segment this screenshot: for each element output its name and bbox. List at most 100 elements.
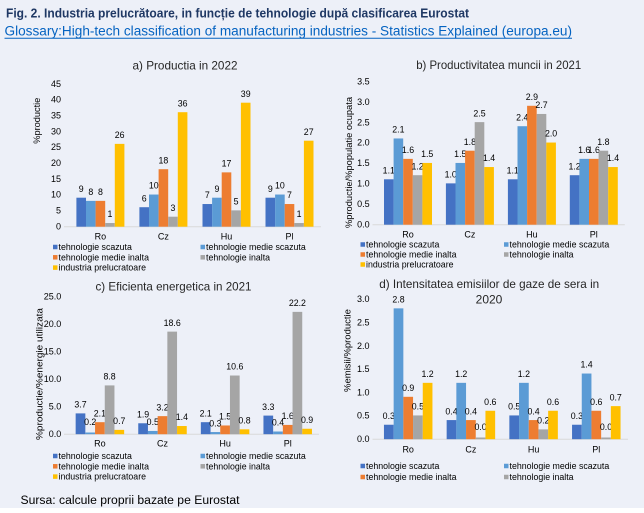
svg-text:tehnologie scazuta: tehnologie scazuta [59,242,132,252]
svg-text:2.8: 2.8 [392,295,404,305]
svg-text:15: 15 [51,174,61,184]
svg-text:3: 3 [171,203,176,213]
svg-text:8: 8 [88,187,93,197]
svg-text:Cz: Cz [465,445,476,455]
svg-text:18.6: 18.6 [164,318,181,328]
svg-text:0.3: 0.3 [571,411,583,421]
svg-text:1.2: 1.2 [455,369,467,379]
svg-text:2.7: 2.7 [535,100,547,110]
svg-text:2.5: 2.5 [357,117,370,127]
svg-text:1.4: 1.4 [176,412,188,422]
svg-text:1.2: 1.2 [518,369,530,379]
svg-text:3.0: 3.0 [357,294,370,304]
svg-text:1.0: 1.0 [445,170,457,180]
svg-text:Cz: Cz [464,230,475,240]
svg-text:0.4: 0.4 [527,406,539,416]
svg-text:1.5: 1.5 [357,364,370,374]
svg-text:tehnologie medie scazuta: tehnologie medie scazuta [510,461,610,471]
svg-text:%productie/%populatie ocupata: %productie/%populatie ocupata [344,96,355,228]
svg-text:Hu: Hu [528,445,540,455]
svg-text:%emisii/%productie: %emisii/%productie [343,309,354,392]
svg-text:2.1: 2.1 [200,408,212,418]
svg-text:tehnologie medie inalta: tehnologie medie inalta [59,461,150,471]
svg-text:0.8: 0.8 [238,416,250,426]
svg-text:1.1: 1.1 [507,166,519,176]
svg-text:1.0: 1.0 [357,387,370,397]
svg-text:1.4: 1.4 [607,153,619,163]
svg-text:Hu: Hu [221,232,233,242]
svg-text:Pl: Pl [592,445,600,455]
svg-text:9: 9 [214,184,219,194]
svg-text:0.5: 0.5 [412,402,424,412]
svg-text:2.1: 2.1 [94,408,106,418]
svg-text:0.3: 0.3 [383,411,395,421]
svg-text:1.2: 1.2 [411,161,423,171]
svg-text:0.6: 0.6 [484,397,496,407]
svg-text:20.0: 20.0 [44,319,62,329]
svg-text:22.2: 22.2 [289,298,306,308]
svg-text:0.0: 0.0 [357,219,370,229]
svg-text:1.4: 1.4 [580,360,592,370]
svg-text:industria prelucratoare: industria prelucratoare [59,263,147,273]
svg-text:30: 30 [51,126,61,136]
svg-text:0.9: 0.9 [402,383,414,393]
svg-text:2.5: 2.5 [357,318,370,328]
svg-text:2020: 2020 [476,293,503,307]
svg-text:1.8: 1.8 [597,137,609,147]
svg-text:2.0: 2.0 [357,341,370,351]
svg-text:45: 45 [51,79,61,89]
svg-text:5.0: 5.0 [49,402,62,412]
svg-text:7: 7 [205,190,210,200]
svg-text:1.5: 1.5 [454,149,466,159]
svg-text:%productie/%energie utilizata: %productie/%energie utilizata [35,307,46,440]
svg-text:Ro: Ro [94,439,106,449]
svg-text:6: 6 [142,193,147,203]
svg-text:1.6: 1.6 [578,145,590,155]
svg-text:7: 7 [287,190,292,200]
svg-text:0.5: 0.5 [357,411,370,421]
svg-text:10: 10 [149,181,159,191]
svg-text:Pl: Pl [284,439,292,449]
svg-text:1.6: 1.6 [402,145,414,155]
svg-text:2.4: 2.4 [516,112,528,122]
svg-text:35: 35 [51,111,61,121]
svg-text:tehnologie medie scazuta: tehnologie medie scazuta [206,242,306,252]
svg-text:0.0: 0.0 [49,429,62,439]
svg-text:0.4: 0.4 [272,418,284,428]
svg-text:0.0: 0.0 [474,422,486,432]
svg-text:Ro: Ro [95,232,107,242]
svg-text:18: 18 [159,155,169,165]
svg-text:tehnologie inalta: tehnologie inalta [206,461,270,471]
svg-text:tehnologie scazuta: tehnologie scazuta [366,240,439,250]
svg-text:c) Eficienta energetica in 202: c) Eficienta energetica in 2021 [96,280,252,294]
svg-text:Ro: Ro [402,445,414,455]
svg-text:0.6: 0.6 [547,397,559,407]
svg-text:10: 10 [51,190,61,200]
svg-text:0.6: 0.6 [590,397,602,407]
svg-text:tehnologie scazuta: tehnologie scazuta [59,451,132,461]
svg-text:tehnologie inalta: tehnologie inalta [510,250,574,260]
svg-text:1.8: 1.8 [464,137,476,147]
svg-text:Cz: Cz [157,439,168,449]
svg-text:tehnologie medie inalta: tehnologie medie inalta [366,472,457,482]
svg-text:36: 36 [178,98,188,108]
svg-text:Fig. 2. Industria prelucrătoar: Fig. 2. Industria prelucrătoare, in func… [6,6,470,20]
svg-text:0.7: 0.7 [113,416,125,426]
svg-text:25: 25 [51,142,61,152]
svg-text:0.2: 0.2 [84,417,96,427]
svg-text:tehnologie scazuta: tehnologie scazuta [366,461,439,471]
svg-text:17: 17 [222,159,232,169]
svg-text:0.0: 0.0 [600,422,612,432]
svg-text:9: 9 [79,184,84,194]
svg-text:20: 20 [51,158,61,168]
svg-text:2.1: 2.1 [392,125,404,135]
svg-text:2.5: 2.5 [473,108,485,118]
svg-text:0.5: 0.5 [357,199,370,209]
svg-text:industria prelucratoare: industria prelucratoare [366,260,454,270]
svg-text:25.0: 25.0 [44,292,62,302]
svg-text:Hu: Hu [526,230,538,240]
svg-text:0.4: 0.4 [445,406,457,416]
svg-text:1.0: 1.0 [357,179,370,189]
svg-text:Cz: Cz [158,232,169,242]
svg-text:10: 10 [275,181,285,191]
